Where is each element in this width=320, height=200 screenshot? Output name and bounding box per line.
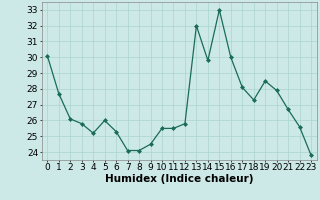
X-axis label: Humidex (Indice chaleur): Humidex (Indice chaleur) <box>105 174 253 184</box>
